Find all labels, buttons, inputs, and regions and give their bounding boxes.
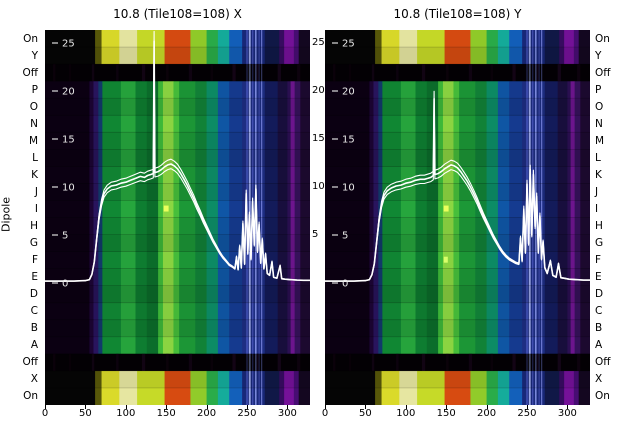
row-label-left: X <box>30 373 38 386</box>
row-label-right: Off <box>595 356 611 369</box>
x-tick-label: 50 <box>79 408 92 419</box>
row-label-left: N <box>30 117 38 130</box>
inner-ytick-label: 0 <box>342 279 348 290</box>
panel-y-plot: 25 20 15 10 5 0 <box>325 30 590 405</box>
row-label-right: G <box>595 236 604 249</box>
row-label-right: F <box>595 253 602 266</box>
row-label-left: K <box>31 168 38 181</box>
inner-ytick-label: 20 <box>62 87 75 98</box>
inner-ytick-label: 5 <box>62 231 68 242</box>
row-label-left: F <box>31 253 38 266</box>
x-tick-label: 200 <box>477 408 497 419</box>
row-label-left: I <box>34 202 38 215</box>
x-tick-label: 300 <box>277 408 297 419</box>
x-tick-mark <box>486 405 488 409</box>
row-labels-right: On Y Off P O N M L K J I H G F E D C B A Off X On <box>593 0 640 440</box>
row-label-right: E <box>595 270 602 283</box>
inner-ytick-label: 15 <box>62 135 75 146</box>
x-tick-label: 200 <box>197 408 217 419</box>
x-tick-mark <box>405 405 407 409</box>
x-tick-mark <box>246 405 248 409</box>
row-label-right: Off <box>595 66 611 79</box>
row-label-right: O <box>595 100 604 113</box>
row-label-left: Off <box>22 66 39 79</box>
row-label-left: A <box>30 339 38 352</box>
inner-ytick-label: 25 <box>342 39 355 50</box>
x-tick-mark <box>206 405 208 409</box>
row-label-left: Y <box>31 49 38 62</box>
inner-ytick-label: 5 <box>342 231 348 242</box>
x-tick-label: 250 <box>517 408 537 419</box>
row-label-left: J <box>34 185 38 198</box>
between-ytick-label: 10 <box>312 181 325 192</box>
x-tick-mark <box>166 405 168 409</box>
row-label-right: M <box>595 134 605 147</box>
row-label-left: G <box>29 236 38 249</box>
x-tick-mark <box>365 405 367 409</box>
row-label-left: H <box>30 219 38 232</box>
row-label-left: D <box>29 287 38 300</box>
between-ytick-label: 5 <box>312 229 319 240</box>
x-tick-label: 0 <box>41 408 49 419</box>
x-tick-label: 150 <box>156 408 176 419</box>
x-tick-label: 100 <box>116 408 136 419</box>
row-label-left: Off <box>22 356 39 369</box>
x-tick-mark <box>125 405 127 409</box>
inner-ytick-label: 0 <box>62 279 68 290</box>
row-label-right: On <box>595 32 610 45</box>
y-axis-label: Dipole <box>0 196 13 233</box>
row-label-right: D <box>595 287 604 300</box>
x-tick-label: 300 <box>557 408 577 419</box>
row-label-left: B <box>30 322 38 335</box>
inner-ytick-label: 25 <box>62 39 75 50</box>
x-tick-mark <box>446 405 448 409</box>
panel-x-title: 10.8 (Tile108=108) X <box>113 7 242 21</box>
inner-ytick-label: 10 <box>342 183 355 194</box>
row-label-right: B <box>595 322 603 335</box>
x-tick-mark <box>526 405 528 409</box>
inner-ytick-label: 15 <box>342 135 355 146</box>
row-label-right: A <box>595 339 603 352</box>
row-label-right: K <box>595 168 602 181</box>
row-label-right: X <box>595 373 603 386</box>
row-label-left: On <box>23 390 38 403</box>
x-tick-mark <box>287 405 289 409</box>
row-label-right: N <box>595 117 603 130</box>
panel-y-title: 10.8 (Tile108=108) Y <box>393 7 522 21</box>
x-tick-label: 150 <box>436 408 456 419</box>
row-label-left: C <box>30 305 38 317</box>
panel-x-plot: 25 20 15 10 5 0 <box>45 30 310 405</box>
row-label-right: J <box>595 185 599 198</box>
x-tick-label: 0 <box>321 408 329 419</box>
between-panel-ticks: 25 20 15 10 5 <box>311 0 325 440</box>
row-label-right: Y <box>595 49 602 62</box>
inner-ytick-label: 10 <box>62 183 75 194</box>
x-tick-mark <box>567 405 569 409</box>
between-ytick-label: 15 <box>312 133 325 144</box>
between-ytick-label: 25 <box>312 37 325 48</box>
row-label-left: M <box>28 134 38 147</box>
row-label-left: On <box>23 32 38 45</box>
row-label-right: I <box>595 202 599 215</box>
row-label-right: On <box>595 390 610 403</box>
x-tick-label: 250 <box>237 408 257 419</box>
row-label-left: L <box>32 151 38 164</box>
row-label-right: P <box>595 83 602 96</box>
row-label-left: O <box>29 100 38 113</box>
inner-ytick-label: 20 <box>342 87 355 98</box>
between-ytick-label: 20 <box>312 85 325 96</box>
row-label-left: P <box>31 83 38 96</box>
x-tick-label: 50 <box>359 408 372 419</box>
x-tick-mark <box>325 405 326 409</box>
x-tick-label: 100 <box>396 408 416 419</box>
row-label-right: L <box>595 151 601 164</box>
x-tick-mark <box>85 405 87 409</box>
row-label-right: C <box>595 305 603 317</box>
row-label-right: H <box>595 219 603 232</box>
row-label-left: E <box>31 270 38 283</box>
x-tick-mark <box>45 405 46 409</box>
